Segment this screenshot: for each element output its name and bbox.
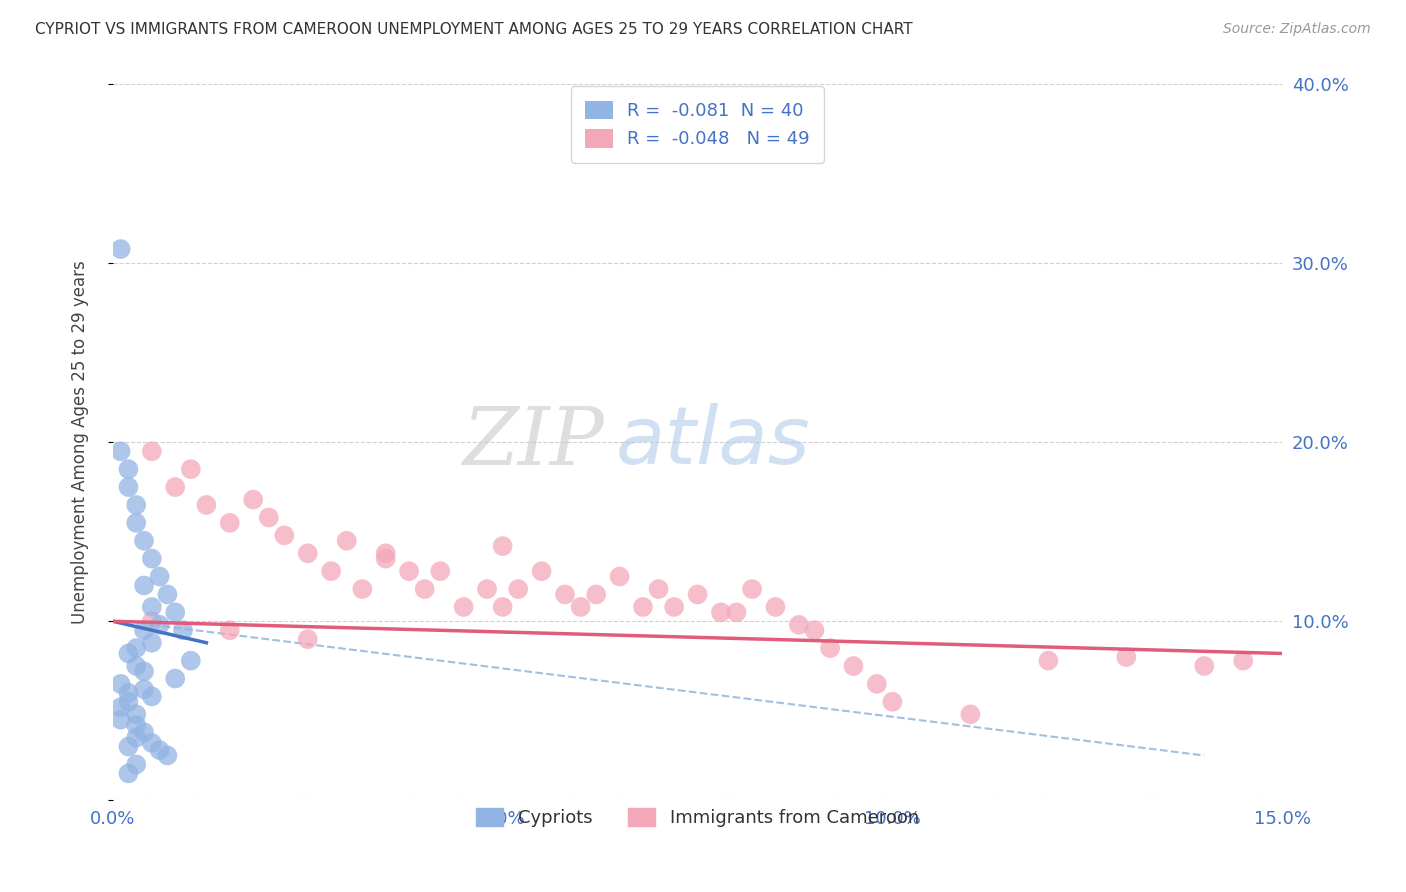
Text: atlas: atlas <box>616 403 810 482</box>
Point <box>725 605 748 619</box>
Point <box>787 618 810 632</box>
Point <box>141 690 163 704</box>
Point <box>125 641 148 656</box>
Point <box>374 546 396 560</box>
Point <box>1115 650 1137 665</box>
Text: ZIP: ZIP <box>463 403 605 481</box>
Point <box>882 695 904 709</box>
Point <box>491 599 513 614</box>
Point <box>741 582 763 596</box>
Point <box>508 582 530 596</box>
Point <box>132 665 155 679</box>
Point <box>110 242 132 256</box>
Point <box>765 599 787 614</box>
Point <box>110 713 132 727</box>
Point <box>273 528 295 542</box>
Point <box>218 624 240 638</box>
Point <box>647 582 669 596</box>
Point <box>125 659 148 673</box>
Point <box>132 682 155 697</box>
Point <box>609 569 631 583</box>
Point <box>554 587 576 601</box>
Point <box>1038 654 1060 668</box>
Y-axis label: Unemployment Among Ages 25 to 29 years: Unemployment Among Ages 25 to 29 years <box>72 260 89 624</box>
Point <box>132 533 155 548</box>
Point <box>117 647 139 661</box>
Point <box>125 498 148 512</box>
Point <box>959 707 981 722</box>
Point <box>125 757 148 772</box>
Text: CYPRIOT VS IMMIGRANTS FROM CAMEROON UNEMPLOYMENT AMONG AGES 25 TO 29 YEARS CORRE: CYPRIOT VS IMMIGRANTS FROM CAMEROON UNEM… <box>35 22 912 37</box>
Point <box>125 707 148 722</box>
Point <box>631 599 654 614</box>
Point <box>180 462 202 476</box>
Point <box>336 533 359 548</box>
Text: Source: ZipAtlas.com: Source: ZipAtlas.com <box>1223 22 1371 37</box>
Point <box>569 599 592 614</box>
Point <box>1194 659 1216 673</box>
Point <box>117 739 139 754</box>
Point <box>530 564 553 578</box>
Point <box>165 480 187 494</box>
Point <box>710 605 733 619</box>
Point <box>141 444 163 458</box>
Point <box>585 587 607 601</box>
Point <box>117 695 139 709</box>
Point <box>110 677 132 691</box>
Point <box>125 718 148 732</box>
Point <box>818 641 841 656</box>
Point <box>297 632 319 647</box>
Point <box>866 677 889 691</box>
Point <box>110 700 132 714</box>
Point <box>374 551 396 566</box>
Point <box>125 731 148 745</box>
Point <box>842 659 865 673</box>
Point <box>165 672 187 686</box>
Point <box>117 686 139 700</box>
Point <box>141 614 163 628</box>
Point <box>117 480 139 494</box>
Point <box>453 599 475 614</box>
Point <box>149 743 172 757</box>
Point <box>110 444 132 458</box>
Point <box>141 551 163 566</box>
Point <box>242 492 264 507</box>
Point <box>132 578 155 592</box>
Point <box>1232 654 1254 668</box>
Point <box>475 582 498 596</box>
Point <box>218 516 240 530</box>
Legend: Cypriots, Immigrants from Cameroon: Cypriots, Immigrants from Cameroon <box>468 800 927 834</box>
Point <box>398 564 420 578</box>
Point <box>141 636 163 650</box>
Point <box>149 569 172 583</box>
Point <box>132 725 155 739</box>
Point <box>257 510 280 524</box>
Point <box>149 618 172 632</box>
Point <box>195 498 218 512</box>
Point <box>686 587 709 601</box>
Point <box>132 624 155 638</box>
Point <box>156 587 179 601</box>
Point <box>141 599 163 614</box>
Point <box>352 582 374 596</box>
Point <box>429 564 451 578</box>
Point <box>297 546 319 560</box>
Point <box>180 654 202 668</box>
Point <box>117 766 139 780</box>
Point <box>165 605 187 619</box>
Point <box>662 599 685 614</box>
Point <box>413 582 436 596</box>
Point <box>156 748 179 763</box>
Point <box>321 564 343 578</box>
Point <box>141 736 163 750</box>
Point <box>125 516 148 530</box>
Point <box>172 624 194 638</box>
Point <box>117 462 139 476</box>
Point <box>491 539 513 553</box>
Point <box>803 624 825 638</box>
